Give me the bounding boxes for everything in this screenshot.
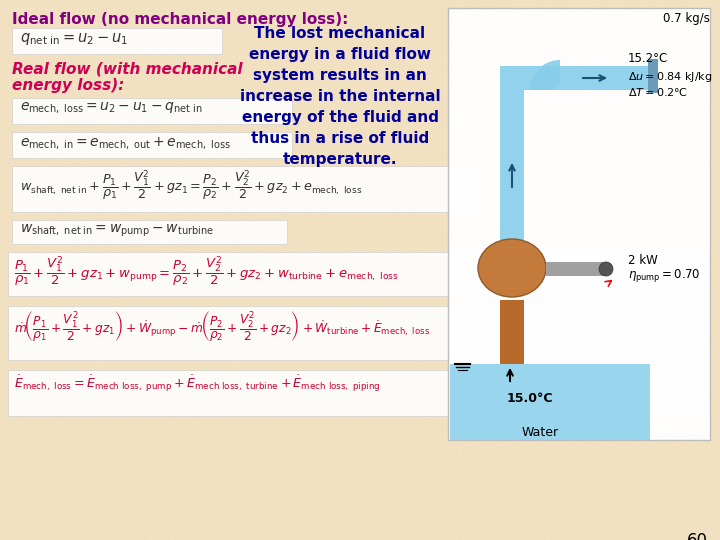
Text: $w_{\rm shaft,\ net\ in} = w_{\rm pump} - w_{\rm turbine}$: $w_{\rm shaft,\ net\ in} = w_{\rm pump} … [20,223,214,239]
Bar [500,66,560,90]
Text: $e_{\rm mech,\ in} = e_{\rm mech,\ out} + e_{\rm mech,\ loss}$: $e_{\rm mech,\ in} = e_{\rm mech,\ out} … [20,135,231,151]
Polygon shape [530,60,560,90]
Bar [546,262,606,276]
Text: $\eta_{\rm pump} = 0.70$: $\eta_{\rm pump} = 0.70$ [628,267,701,285]
Text: energy loss):: energy loss): [12,78,125,93]
Text: $e_{\rm mech,\ loss} = u_2 - u_1 - q_{\rm net\ in}$: $e_{\rm mech,\ loss} = u_2 - u_1 - q_{\r… [20,101,202,116]
Bar [500,120,524,240]
Circle shape [599,262,613,276]
FancyBboxPatch shape [8,252,708,296]
Text: Water: Water [521,427,559,440]
Text: Real flow (with mechanical: Real flow (with mechanical [12,62,243,77]
Text: The lost mechanical
energy in a fluid flow
system results in an
increase in the : The lost mechanical energy in a fluid fl… [240,26,441,167]
FancyBboxPatch shape [8,306,708,360]
Text: $\dot{E}_{\rm mech,\ loss}=\dot{E}_{\rm mech\ loss,\ pump}+\dot{E}_{\rm mech\ lo: $\dot{E}_{\rm mech,\ loss}=\dot{E}_{\rm … [14,373,381,394]
Text: Ideal flow (no mechanical energy loss):: Ideal flow (no mechanical energy loss): [12,12,348,27]
Text: 2 kW: 2 kW [628,253,658,267]
Text: $q_{\rm net\ in} = u_2 - u_1$: $q_{\rm net\ in} = u_2 - u_1$ [20,31,128,47]
Text: $\dot{m}\!\left(\dfrac{P_1}{\rho_1}+\dfrac{V_1^2}{2}+gz_1\right)+\dot{W}_{\rm pu: $\dot{m}\!\left(\dfrac{P_1}{\rho_1}+\dfr… [14,309,430,343]
Text: $\Delta u = 0.84\ \mathrm{kJ/kg}$: $\Delta u = 0.84\ \mathrm{kJ/kg}$ [628,70,713,84]
FancyBboxPatch shape [12,132,292,158]
Bar [560,66,650,90]
Bar [450,364,650,440]
FancyBboxPatch shape [12,98,292,124]
Text: 15.0°C: 15.0°C [507,392,553,404]
FancyBboxPatch shape [8,370,708,416]
Bar [500,90,524,120]
FancyBboxPatch shape [12,220,287,244]
Text: 15.2°C: 15.2°C [628,52,668,65]
Bar [648,59,658,93]
FancyBboxPatch shape [448,8,710,440]
FancyBboxPatch shape [12,166,472,212]
Text: $\Delta T = 0.2°\mathrm{C}$: $\Delta T = 0.2°\mathrm{C}$ [628,86,688,98]
Text: 60: 60 [687,532,708,540]
Bar [500,300,524,364]
Text: $w_{\rm shaft,\ net\ in}+\dfrac{P_1}{\rho_1}+\dfrac{V_1^2}{2}+gz_1=\dfrac{P_2}{\: $w_{\rm shaft,\ net\ in}+\dfrac{P_1}{\rh… [20,169,362,203]
Ellipse shape [478,239,546,297]
Text: $\dfrac{P_1}{\rho_1}+\dfrac{V_1^2}{2}+gz_1+w_{\rm pump}=\dfrac{P_2}{\rho_2}+\dfr: $\dfrac{P_1}{\rho_1}+\dfrac{V_1^2}{2}+gz… [14,255,399,289]
FancyBboxPatch shape [12,28,222,54]
Text: 0.7 kg/s: 0.7 kg/s [663,12,710,25]
